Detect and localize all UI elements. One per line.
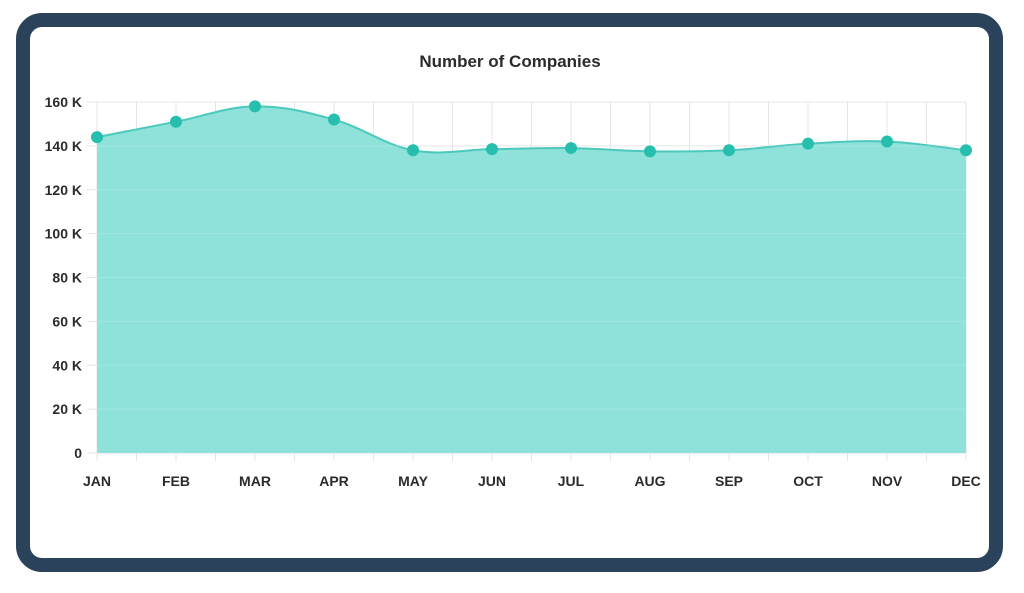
data-point-nov[interactable] xyxy=(881,135,893,148)
data-point-sep[interactable] xyxy=(723,144,735,157)
x-tick-label: JUL xyxy=(558,473,585,489)
data-point-apr[interactable] xyxy=(328,113,340,126)
x-tick-label: AUG xyxy=(634,473,665,489)
data-point-feb[interactable] xyxy=(170,115,182,128)
x-tick-label: SEP xyxy=(715,473,743,489)
y-axis: 0 20 K 40 K 60 K 80 K 100 K 120 K 140 K 160 K xyxy=(45,94,83,461)
data-point-jun[interactable] xyxy=(486,143,498,156)
x-axis: JAN FEB MAR APR MAY JUN JUL AUG SEP OCT NOV DEC xyxy=(83,473,981,489)
y-tick-label: 80 K xyxy=(52,270,82,286)
x-tick-label: OCT xyxy=(793,473,823,489)
y-tick-label: 140 K xyxy=(45,138,82,154)
data-point-aug[interactable] xyxy=(644,145,656,158)
x-tick-label: MAY xyxy=(398,473,428,489)
x-tick-label: JUN xyxy=(478,473,506,489)
y-tick-label: 40 K xyxy=(52,357,82,373)
data-points xyxy=(91,100,972,410)
y-tick-label: 160 K xyxy=(45,94,82,110)
data-point-mar[interactable] xyxy=(249,100,261,113)
chart-title: Number of Companies xyxy=(419,52,600,71)
data-point-oct[interactable] xyxy=(802,137,814,150)
y-tick-label: 20 K xyxy=(52,401,82,417)
data-point-jan[interactable] xyxy=(91,131,103,144)
x-tick-label: JAN xyxy=(83,473,111,489)
x-tick-label: NOV xyxy=(872,473,903,489)
x-tick-label: APR xyxy=(319,473,349,489)
data-point-dec[interactable] xyxy=(960,144,972,157)
x-tick-label: FEB xyxy=(162,473,190,489)
y-tick-label: 120 K xyxy=(45,182,82,198)
x-tick-label: MAR xyxy=(239,473,271,489)
x-tick-label: DEC xyxy=(951,473,981,489)
y-tick-label: 100 K xyxy=(45,226,82,242)
data-point-may[interactable] xyxy=(407,144,419,157)
y-tick-label: 0 xyxy=(74,445,82,461)
area-fill xyxy=(97,106,966,454)
y-tick-label: 60 K xyxy=(52,313,82,329)
data-point-jul[interactable] xyxy=(565,142,577,155)
